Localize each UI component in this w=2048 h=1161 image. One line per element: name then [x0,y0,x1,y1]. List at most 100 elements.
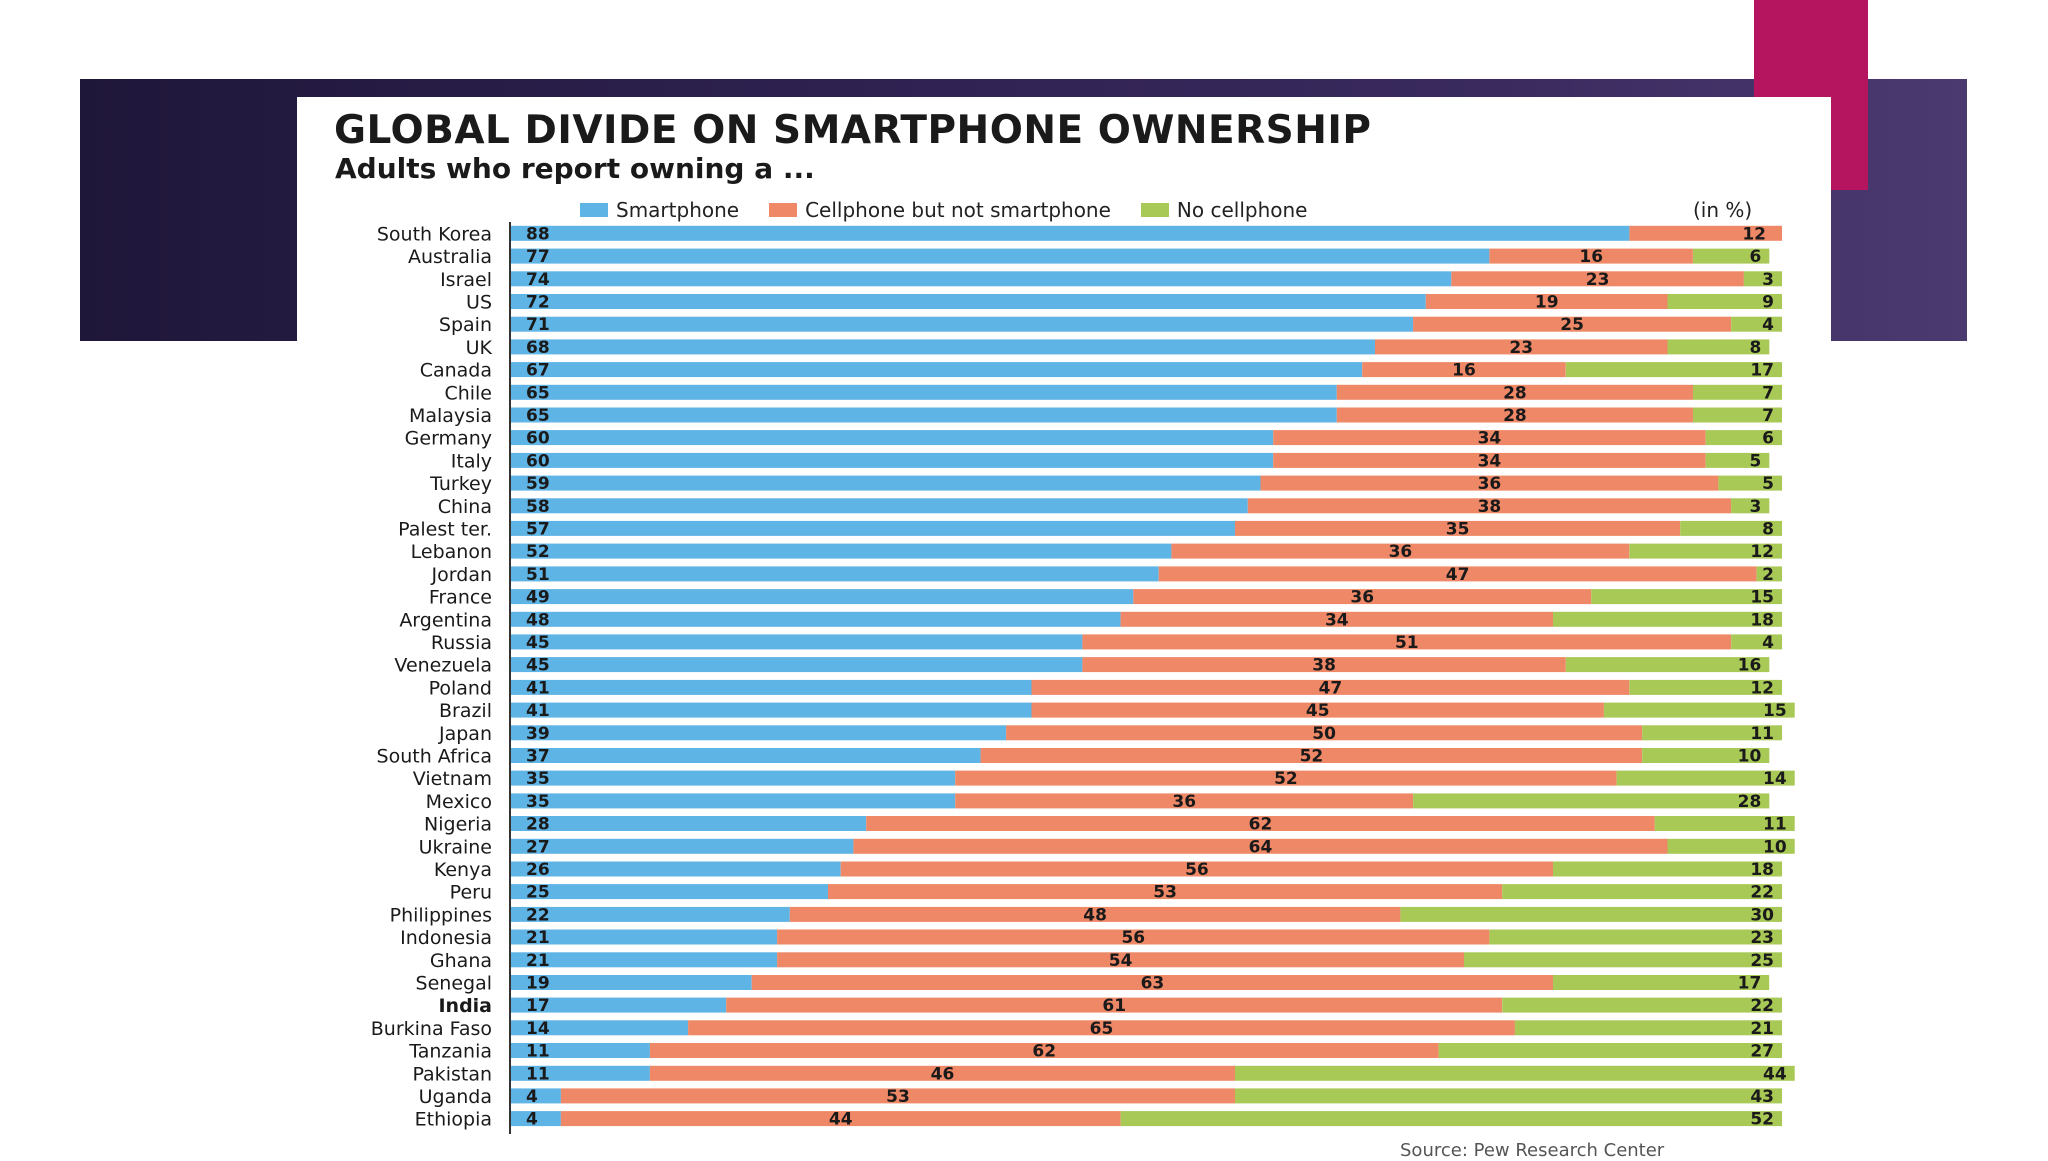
country-label-russia: Russia [431,632,492,654]
value-label-cellphone-uganda: 53 [886,1087,910,1107]
value-label-none-tanzania: 27 [1750,1042,1774,1062]
bar-cellphone-lebanon [1171,543,1630,559]
value-label-smartphone-ukraine: 27 [526,837,550,857]
bar-smartphone-spain [510,316,1414,332]
value-label-smartphone-burkina-faso: 14 [526,1019,550,1039]
bar-smartphone-ghana [510,952,778,968]
bar-none-india [1502,997,1782,1013]
bar-smartphone-vietnam [510,770,956,786]
bar-smartphone-ukraine [510,838,854,854]
country-label-ethiopia: Ethiopia [415,1109,492,1131]
value-label-cellphone-turkey: 36 [1478,474,1502,494]
bar-smartphone-canada [510,362,1363,378]
value-label-smartphone-turkey: 59 [526,474,550,494]
value-label-none-venezuela: 16 [1738,656,1762,676]
bar-smartphone-china [510,498,1248,514]
value-label-none-nigeria: 11 [1763,815,1787,835]
bar-smartphone-south-africa [510,748,981,763]
value-label-cellphone-malaysia: 28 [1503,406,1527,426]
value-label-cellphone-brazil: 45 [1306,701,1330,721]
bar-smartphone-uk [510,339,1375,355]
bar-none-japan [1642,725,1782,741]
value-label-cellphone-australia: 16 [1579,247,1603,267]
bar-none-ethiopia [1120,1111,1782,1127]
value-label-cellphone-ethiopia: 44 [829,1110,853,1130]
value-label-none-ukraine: 10 [1763,837,1787,857]
bar-none-south-africa [1642,748,1770,763]
bar-smartphone-pakistan [510,1065,650,1081]
value-label-cellphone-india: 61 [1102,996,1126,1016]
bar-none-italy [1705,452,1770,468]
bar-cellphone-nigeria [866,816,1655,831]
bar-smartphone-burkina-faso [510,1020,689,1036]
chart-legend: Smartphone Cellphone but not smartphone … [580,198,1307,222]
country-label-ukraine: Ukraine [419,836,492,858]
legend-item-cellphone: Cellphone but not smartphone [769,198,1111,222]
value-label-cellphone-poland: 47 [1319,678,1343,698]
bar-cellphone-pakistan [649,1065,1235,1081]
value-label-smartphone-senegal: 19 [526,974,550,994]
bar-cellphone-south-africa [980,748,1642,763]
country-label-canada: Canada [420,360,492,382]
bar-none-ghana [1464,952,1782,968]
bar-smartphone-brazil [510,702,1032,718]
legend-label-cellphone: Cellphone but not smartphone [805,198,1111,222]
bar-none-nigeria [1654,816,1795,831]
value-label-cellphone-spain: 25 [1560,315,1584,335]
value-label-none-australia: 6 [1749,247,1761,267]
legend-item-no-cellphone: No cellphone [1140,198,1307,222]
value-label-smartphone-vietnam: 35 [526,769,550,789]
bar-none-vietnam [1616,770,1795,786]
country-label-lebanon: Lebanon [411,541,492,563]
country-label-china: China [438,496,492,518]
country-label-ghana: Ghana [430,950,492,972]
value-label-none-france: 15 [1750,588,1774,608]
bar-cellphone-philippines [789,906,1401,922]
bar-smartphone-germany [510,430,1274,446]
value-label-none-spain: 4 [1762,315,1774,335]
value-label-none-lebanon: 12 [1750,542,1774,562]
country-label-poland: Poland [429,677,492,699]
bar-cellphone-mexico [955,793,1414,809]
value-label-smartphone-philippines: 22 [526,905,550,925]
value-label-none-turkey: 5 [1762,474,1774,494]
bar-smartphone-india [510,997,727,1013]
value-label-cellphone-ukraine: 64 [1249,837,1273,857]
country-label-us: US [466,291,492,313]
country-label-venezuela: Venezuela [394,655,492,677]
value-label-smartphone-ethiopia: 4 [526,1110,538,1130]
country-label-chile: Chile [444,382,492,404]
value-label-none-argentina: 18 [1750,610,1774,630]
value-label-none-canada: 17 [1750,361,1774,381]
legend-item-smartphone: Smartphone [580,198,739,222]
bar-cellphone-ethiopia [560,1111,1121,1127]
value-label-cellphone-senegal: 63 [1141,974,1165,994]
bar-cellphone-venezuela [1082,657,1566,673]
value-label-none-china: 3 [1749,497,1761,517]
value-label-none-mexico: 28 [1738,792,1762,812]
bar-none-australia [1693,248,1770,264]
value-label-smartphone-venezuela: 45 [526,656,550,676]
country-label-philippines: Philippines [390,904,492,926]
bar-none-tanzania [1438,1043,1782,1058]
value-label-smartphone-pakistan: 11 [526,1064,550,1084]
bar-none-malaysia [1693,407,1782,423]
bar-none-germany [1705,430,1782,446]
value-label-smartphone-palest-ter: 57 [526,519,550,539]
country-label-india: India [438,995,492,1017]
value-label-smartphone-nigeria: 28 [526,815,550,835]
value-label-smartphone-germany: 60 [526,429,550,449]
bar-none-mexico [1413,793,1770,809]
country-label-jordan: Jordan [431,564,492,586]
bar-cellphone-russia [1082,634,1732,650]
value-label-smartphone-russia: 45 [526,633,550,653]
value-label-none-poland: 12 [1750,678,1774,698]
value-label-none-palest-ter: 8 [1762,519,1774,539]
bar-smartphone-palest-ter [510,520,1235,536]
value-label-none-philippines: 30 [1750,905,1774,925]
bar-none-indonesia [1489,929,1782,945]
bar-smartphone-argentina [510,611,1121,627]
value-label-smartphone-japan: 39 [526,724,550,744]
bar-none-ukraine [1667,838,1795,854]
bar-smartphone-kenya [510,861,841,877]
